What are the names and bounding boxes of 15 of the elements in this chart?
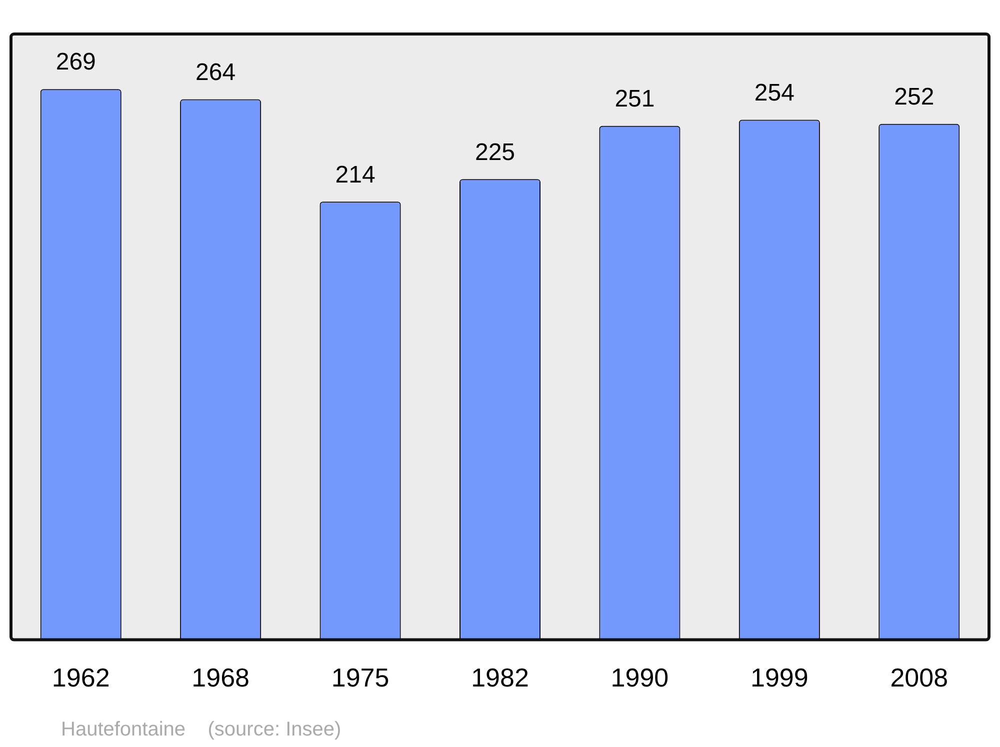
data-label: 269 [56,48,96,76]
x-tick-label: 1968 [192,662,250,693]
text: Hautefontaine (source: Insee) [61,718,342,741]
data-label: 254 [754,79,794,106]
data-label: 252 [894,84,934,110]
data-label: 225 [474,138,516,166]
x-tick-label: 1999 [750,662,808,693]
x-tick-label: 1975 [331,662,390,693]
x-tick-label: 1990 [610,662,669,693]
data-label: 264 [196,58,236,86]
x-tick-label: 1962 [52,662,110,693]
data-label: 214 [335,161,376,188]
x-tick-label: 2008 [890,662,948,693]
data-label: 251 [614,86,655,113]
x-tick-label: 1982 [471,662,529,693]
